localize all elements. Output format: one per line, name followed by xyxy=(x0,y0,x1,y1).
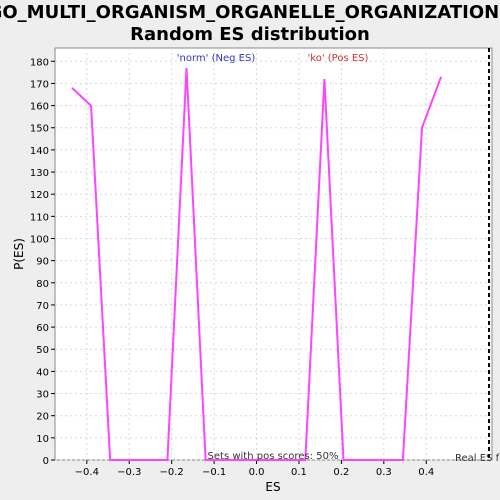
x-tick-label: 0.3 xyxy=(376,467,392,478)
x-tick-label: 0.4 xyxy=(418,467,434,478)
y-tick-label: 160 xyxy=(30,102,49,113)
y-tick-label: 70 xyxy=(36,301,49,312)
y-tick-label: 140 xyxy=(30,146,49,157)
neg-es-label: 'norm' (Neg ES) xyxy=(177,53,256,64)
x-tick-label: 0.1 xyxy=(291,467,307,478)
y-tick-label: 130 xyxy=(30,168,49,179)
pos-es-label: 'ko' (Pos ES) xyxy=(308,53,369,64)
y-tick-label: 0 xyxy=(43,456,49,467)
y-axis-ticks: 0 10 20 30 40 50 60 70 80 90 100 110 120 130 140 150 160… xyxy=(30,57,55,467)
grid-lines xyxy=(55,48,492,461)
x-tick-label: −0.4 xyxy=(75,467,99,478)
x-tick-label: −0.1 xyxy=(202,467,226,478)
x-tick-label: 0.0 xyxy=(249,467,265,478)
y-tick-label: 20 xyxy=(36,412,49,423)
y-tick-label: 90 xyxy=(36,257,49,268)
x-tick-label: −0.3 xyxy=(117,467,141,478)
y-tick-label: 120 xyxy=(30,190,49,201)
y-tick-label: 170 xyxy=(30,79,49,90)
y-tick-label: 40 xyxy=(36,367,49,378)
x-axis-ticks: −0.4 −0.3 −0.2 −0.1 0.0 0.1 0.2 0.3 0.4 xyxy=(75,460,434,478)
y-tick-label: 30 xyxy=(36,390,49,401)
y-tick-label: 150 xyxy=(30,124,49,135)
x-tick-label: −0.2 xyxy=(160,467,184,478)
chart-title-line2: Random ES distribution xyxy=(130,24,370,45)
es-distribution-line xyxy=(71,67,443,461)
real-es-label: Real ES f xyxy=(455,453,500,464)
y-tick-label: 100 xyxy=(30,234,49,245)
y-tick-label: 110 xyxy=(30,212,49,223)
plot-area xyxy=(54,47,493,461)
y-tick-label: 60 xyxy=(36,323,49,334)
y-tick-label: 80 xyxy=(36,279,49,290)
y-tick-label: 180 xyxy=(30,57,49,68)
y-tick-label: 10 xyxy=(36,434,49,445)
chart-title-line1: GO_MULTI_ORGANISM_ORGANELLE_ORGANIZATION… xyxy=(0,2,500,23)
y-axis-label: P(ES) xyxy=(12,238,26,270)
sets-pos-scores-label: Sets with pos scores: 50% xyxy=(208,451,339,462)
x-axis-label: ES xyxy=(265,480,280,494)
x-tick-label: 0.2 xyxy=(333,467,349,478)
y-tick-label: 50 xyxy=(36,345,49,356)
